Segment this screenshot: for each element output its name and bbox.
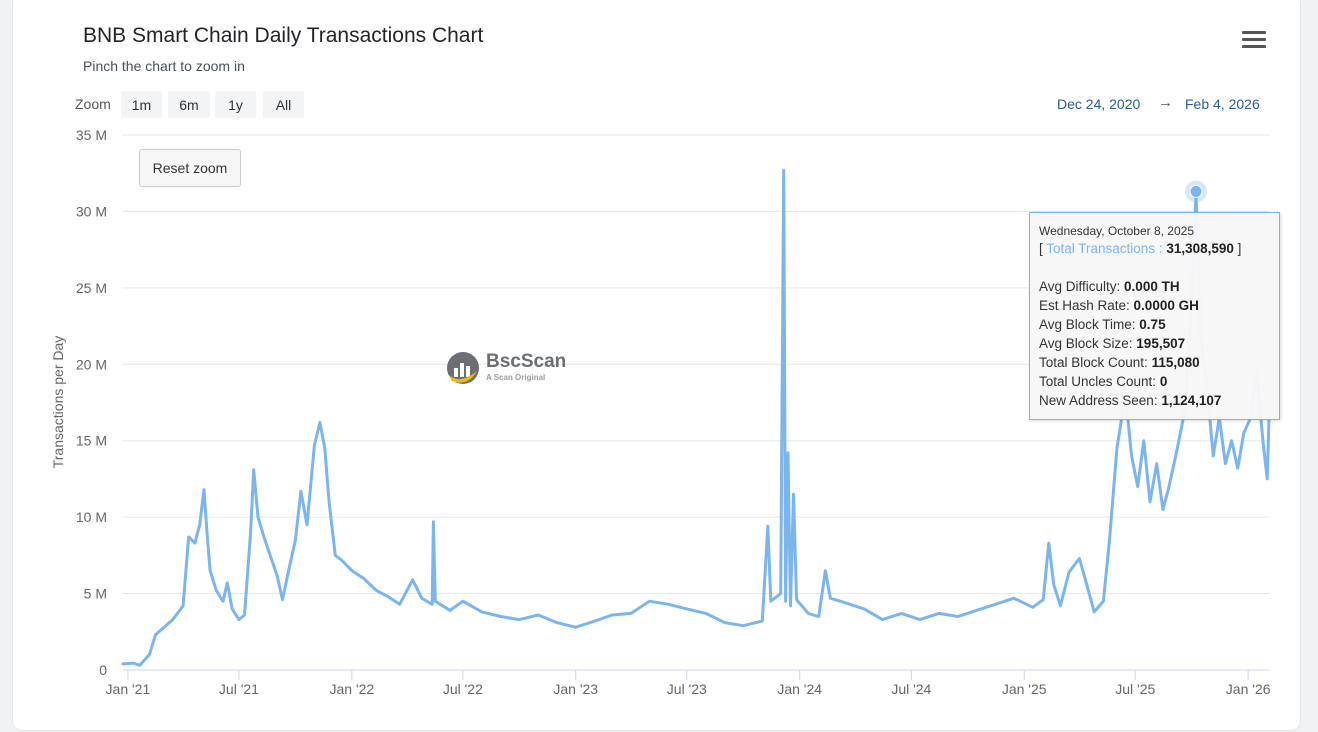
bscscan-watermark: BscScan A Scan Original xyxy=(446,351,566,392)
zoom-all-button[interactable]: All xyxy=(263,91,304,118)
tooltip-bracket-open: [ xyxy=(1039,241,1047,256)
tooltip-row-value: 0 xyxy=(1159,374,1168,389)
tooltip-row-label: Avg Difficulty: xyxy=(1039,279,1125,294)
tooltip-row: Avg Difficulty: 0.000 TH xyxy=(1039,277,1270,296)
y-tick-label: 5 M xyxy=(84,586,107,602)
zoom-1m-button[interactable]: 1m xyxy=(121,91,162,118)
chart-title: BNB Smart Chain Daily Transactions Chart xyxy=(83,24,484,47)
y-tick-label: 15 M xyxy=(76,433,107,449)
x-tick-label: Jul '21 xyxy=(219,681,259,697)
watermark-name: BscScan xyxy=(486,351,567,372)
chart-tooltip: Wednesday, October 8, 2025 [ Total Trans… xyxy=(1029,212,1280,420)
zoom-6m-button[interactable]: 6m xyxy=(168,91,210,118)
x-tick-label: Jan '23 xyxy=(553,681,598,697)
tooltip-row-value: 0.0000 GH xyxy=(1133,298,1199,313)
y-axis-label: Transactions per Day xyxy=(50,336,66,469)
marker-layer xyxy=(1184,180,1207,203)
x-tick-label: Jan '25 xyxy=(1002,681,1047,697)
axes: 0 5 M 10 M 15 M 20 M 25 M 30 M 35 M Jan '21 Jul '… xyxy=(76,127,1271,697)
range-arrow-icon: → xyxy=(1158,94,1173,111)
y-tick-label: 30 M xyxy=(76,203,107,219)
x-tick-label: Jan '22 xyxy=(329,681,374,697)
tooltip-row: New Address Seen: 1,124,107 xyxy=(1039,391,1270,410)
chart-subtitle: Pinch the chart to zoom in xyxy=(83,58,245,74)
x-tick-label: Jul '23 xyxy=(667,681,707,697)
x-tick-label: Jan '21 xyxy=(106,681,151,697)
tooltip-series-line: [ Total Transactions : 31,308,590 ] xyxy=(1039,239,1270,258)
tooltip-row-value: 115,080 xyxy=(1151,355,1200,370)
tooltip-row-value: 0.75 xyxy=(1139,317,1166,332)
tooltip-row: Avg Block Time: 0.75 xyxy=(1039,315,1270,334)
x-tick-label: Jul '24 xyxy=(891,681,931,697)
tooltip-row-value: 0.000 TH xyxy=(1124,279,1180,294)
x-tick-label: Jul '22 xyxy=(443,681,483,697)
tooltip-row-label: Avg Block Size: xyxy=(1039,336,1137,351)
series-line xyxy=(121,168,1271,667)
tooltip-series-sep: : xyxy=(1155,241,1167,256)
tooltip-row-label: Avg Block Time: xyxy=(1039,317,1140,332)
range-to-input[interactable]: Feb 4, 2026 xyxy=(1185,96,1260,112)
bscscan-logo-icon xyxy=(447,352,479,384)
tooltip-date: Wednesday, October 8, 2025 xyxy=(1039,224,1194,238)
range-from-input[interactable]: Dec 24, 2020 xyxy=(1057,96,1141,112)
y-tick-label: 20 M xyxy=(76,356,107,372)
tooltip-series-value: 31,308,590 xyxy=(1166,241,1234,256)
y-tick-label: 0 xyxy=(99,662,107,678)
tooltip-row-label: Total Block Count: xyxy=(1039,355,1152,370)
x-tick-label: Jul '25 xyxy=(1115,681,1155,697)
hamburger-menu-icon[interactable] xyxy=(1242,31,1266,51)
series-layer xyxy=(121,168,1271,667)
tooltip-series-label: Total Transactions xyxy=(1046,241,1156,256)
tooltip-row-label: New Address Seen: xyxy=(1039,393,1162,408)
tooltip-row: Est Hash Rate: 0.0000 GH xyxy=(1039,296,1270,315)
x-tick-label: Jan '26 xyxy=(1226,681,1271,697)
tooltip-row-label: Total Uncles Count: xyxy=(1039,374,1160,389)
x-tick-label: Jan '24 xyxy=(777,681,822,697)
tooltip-bracket-close: ] xyxy=(1233,241,1242,256)
tooltip-row-label: Est Hash Rate: xyxy=(1039,298,1134,313)
tooltip-row: Total Block Count: 115,080 xyxy=(1039,353,1270,372)
tooltip-row-value: 195,507 xyxy=(1136,336,1186,351)
watermark-tagline: A Scan Original xyxy=(486,373,546,382)
tooltip-row: Avg Block Size: 195,507 xyxy=(1039,334,1270,353)
y-tick-label: 35 M xyxy=(76,127,107,143)
tooltip-row-value: 1,124,107 xyxy=(1161,393,1222,408)
zoom-label: Zoom xyxy=(75,96,111,112)
y-tick-label: 10 M xyxy=(76,509,107,525)
y-tick-label: 25 M xyxy=(76,280,107,296)
reset-zoom-button[interactable]: Reset zoom xyxy=(139,149,241,187)
highlight-point xyxy=(1189,184,1203,198)
tooltip-row: Total Uncles Count: 0 xyxy=(1039,372,1270,391)
zoom-1y-button[interactable]: 1y xyxy=(215,91,256,118)
